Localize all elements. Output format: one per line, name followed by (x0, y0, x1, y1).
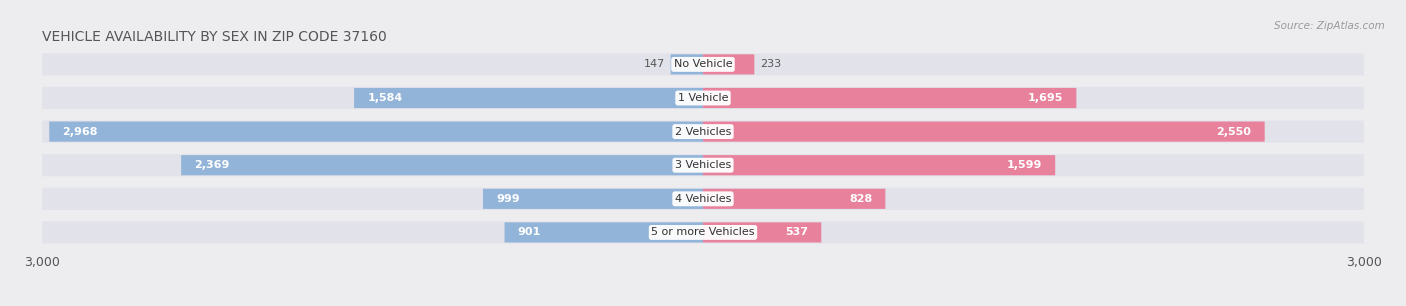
Text: 5 or more Vehicles: 5 or more Vehicles (651, 227, 755, 237)
FancyBboxPatch shape (703, 121, 1264, 142)
Text: 2,550: 2,550 (1216, 127, 1251, 136)
Text: VEHICLE AVAILABILITY BY SEX IN ZIP CODE 37160: VEHICLE AVAILABILITY BY SEX IN ZIP CODE … (42, 30, 387, 43)
FancyBboxPatch shape (49, 121, 703, 142)
FancyBboxPatch shape (671, 54, 703, 74)
Text: No Vehicle: No Vehicle (673, 59, 733, 69)
Text: 2,968: 2,968 (62, 127, 98, 136)
FancyBboxPatch shape (181, 155, 703, 175)
FancyBboxPatch shape (354, 88, 703, 108)
Text: 1 Vehicle: 1 Vehicle (678, 93, 728, 103)
Text: 1,599: 1,599 (1007, 160, 1042, 170)
Text: 1,695: 1,695 (1028, 93, 1063, 103)
FancyBboxPatch shape (703, 222, 821, 243)
FancyBboxPatch shape (703, 155, 1056, 175)
FancyBboxPatch shape (42, 53, 1364, 76)
Text: 828: 828 (849, 194, 872, 204)
Text: 2 Vehicles: 2 Vehicles (675, 127, 731, 136)
Text: 537: 537 (785, 227, 808, 237)
FancyBboxPatch shape (703, 189, 886, 209)
FancyBboxPatch shape (42, 154, 1364, 176)
FancyBboxPatch shape (703, 88, 1077, 108)
FancyBboxPatch shape (42, 121, 1364, 143)
Text: 1,584: 1,584 (367, 93, 402, 103)
FancyBboxPatch shape (42, 87, 1364, 109)
Text: Source: ZipAtlas.com: Source: ZipAtlas.com (1274, 21, 1385, 32)
Text: 901: 901 (517, 227, 541, 237)
FancyBboxPatch shape (482, 189, 703, 209)
FancyBboxPatch shape (42, 221, 1364, 244)
Text: 3 Vehicles: 3 Vehicles (675, 160, 731, 170)
Text: 233: 233 (759, 59, 780, 69)
FancyBboxPatch shape (505, 222, 703, 243)
Text: 2,369: 2,369 (194, 160, 229, 170)
FancyBboxPatch shape (703, 54, 755, 74)
FancyBboxPatch shape (42, 188, 1364, 210)
Text: 999: 999 (496, 194, 520, 204)
Text: 147: 147 (644, 59, 665, 69)
Text: 4 Vehicles: 4 Vehicles (675, 194, 731, 204)
